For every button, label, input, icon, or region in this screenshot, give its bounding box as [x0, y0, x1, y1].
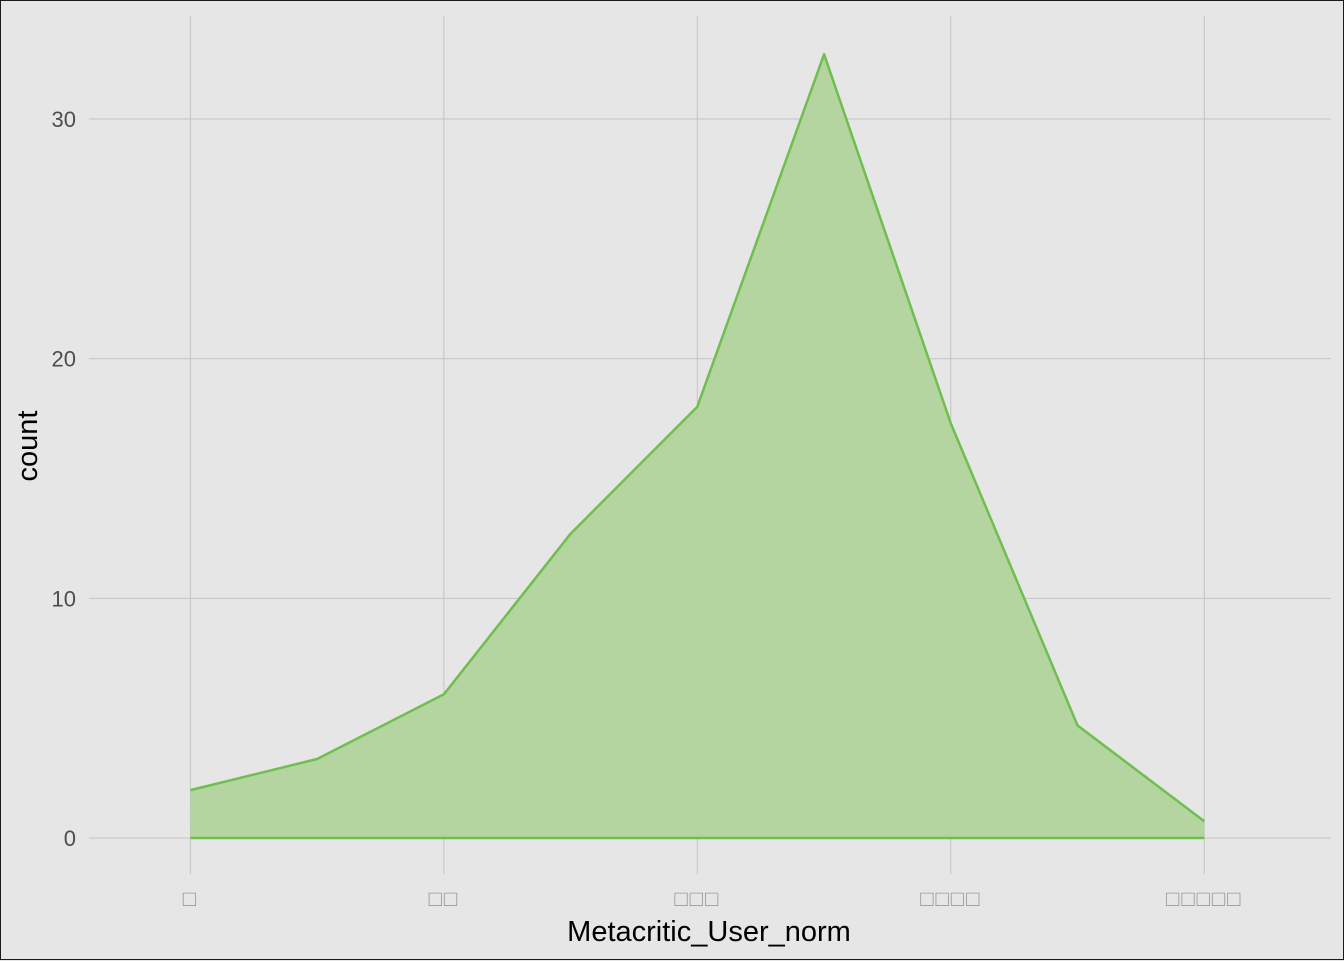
- y-tick-label: 20: [52, 347, 76, 372]
- x-axis-title: Metacritic_User_norm: [567, 916, 851, 948]
- y-tick-label: 30: [52, 107, 76, 132]
- x-tick-label: □□: [429, 886, 460, 911]
- x-tick-label: □□□□□: [1166, 886, 1242, 911]
- y-axis-title: count: [12, 411, 44, 482]
- x-tick-label: □□□: [674, 886, 720, 911]
- x-tick-label: □□□□: [920, 886, 981, 911]
- y-tick-label: 10: [52, 586, 76, 611]
- y-tick-label: 0: [64, 826, 76, 851]
- x-tick-label: □: [183, 886, 198, 911]
